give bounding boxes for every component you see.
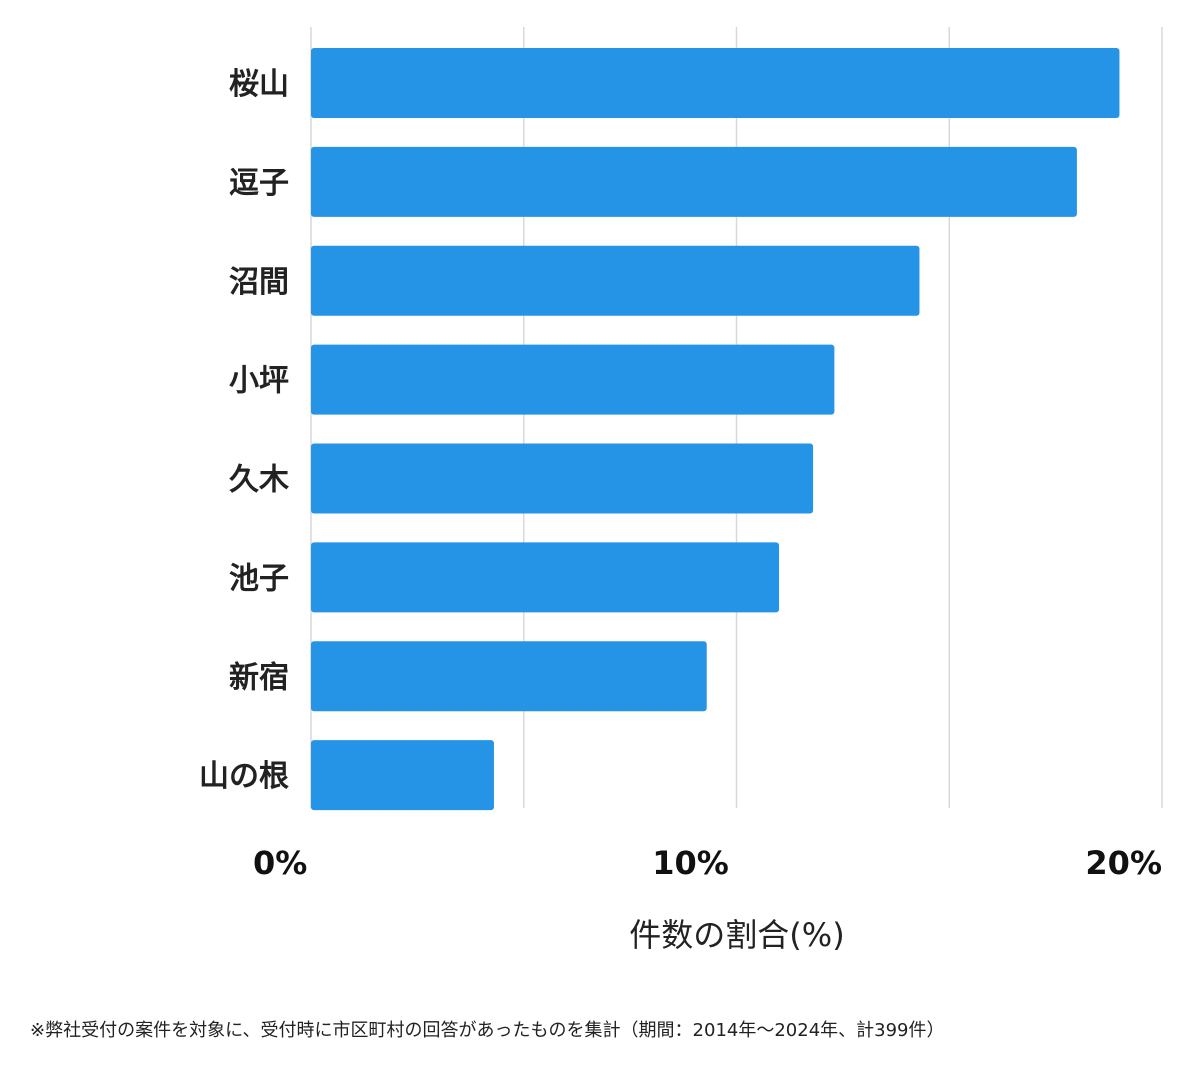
x-tick-label-0: 0%: [253, 844, 307, 882]
category-label-0: 桜山: [229, 67, 289, 102]
category-label-4: 久木: [229, 463, 289, 498]
bar-7: [311, 740, 494, 811]
category-label-3: 小坪: [229, 364, 289, 399]
x-tick-labels: 0% 10% 20%: [253, 844, 1162, 882]
bar-4: [311, 443, 814, 514]
x-axis-label: 件数の割合(%): [629, 916, 844, 954]
category-label-1: 逗子: [229, 166, 289, 201]
category-label-2: 沼間: [229, 265, 289, 300]
bar-0: [311, 48, 1120, 118]
bar-1: [311, 146, 1077, 217]
bar-5: [311, 542, 780, 613]
x-tick-label-2: 20%: [1085, 844, 1162, 882]
bars: [311, 48, 1120, 811]
x-tick-label-1: 10%: [652, 844, 729, 882]
bar-2: [311, 245, 920, 316]
footnote: ※弊社受付の案件を対象に、受付時に市区町村の回答があったものを集計（期間：201…: [30, 1020, 945, 1041]
bar-6: [311, 641, 707, 712]
category-label-7: 山の根: [199, 759, 289, 794]
category-label-5: 池子: [229, 561, 289, 596]
bar-3: [311, 344, 835, 415]
category-label-6: 新宿: [229, 660, 289, 695]
